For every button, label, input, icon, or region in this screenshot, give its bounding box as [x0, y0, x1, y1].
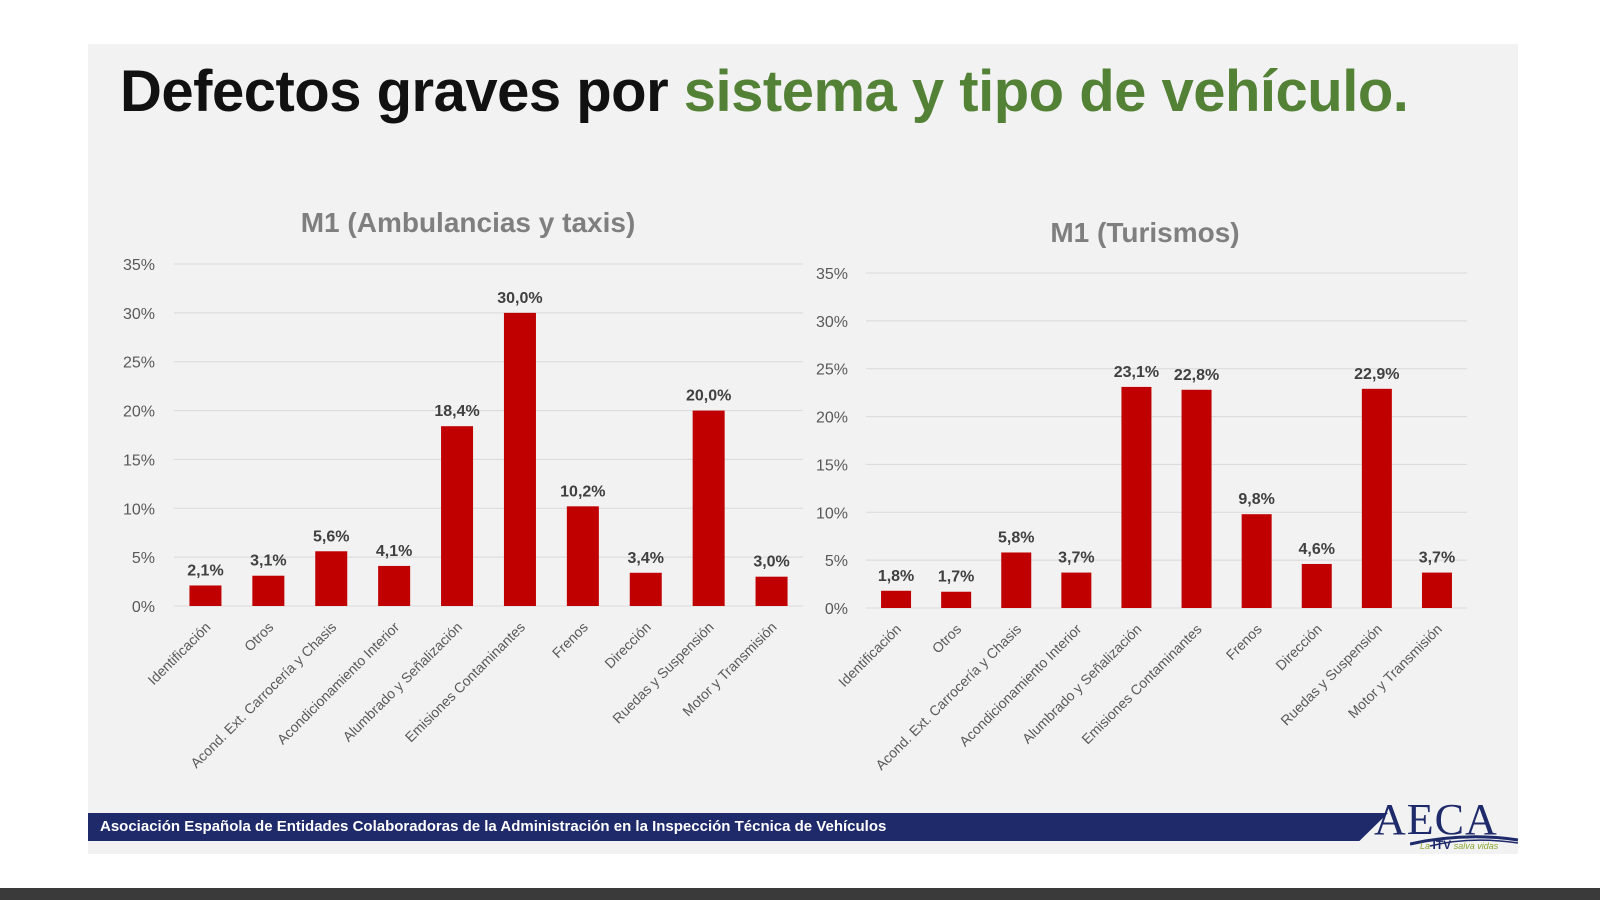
- data-label: 4,6%: [1299, 541, 1335, 558]
- y-tick-label: 5%: [132, 550, 155, 567]
- data-label: 23,1%: [1114, 364, 1159, 381]
- y-tick-label: 20%: [123, 404, 155, 421]
- chart-turismos: M1 (Turismos) 0% 5% 10% 15% 20% 25% 30% 35% 1,8% I…: [816, 217, 1467, 773]
- bar: [315, 551, 348, 606]
- logo-wordmark: AECA: [1374, 795, 1498, 844]
- bar: [1361, 388, 1392, 608]
- chart-ambulancias-taxis: M1 (Ambulancias y taxis) 0% 5% 10% 15% 20% 25%…: [123, 207, 803, 771]
- bar: [503, 312, 536, 606]
- x-tick-label: Frenos: [1223, 621, 1265, 663]
- y-tick-label: 15%: [123, 452, 155, 469]
- bottom-strip: [0, 888, 1600, 900]
- y-tick-label: 0%: [132, 599, 155, 616]
- y-tick-label: 25%: [123, 355, 155, 372]
- x-tick-label: Ruedas y Suspensión: [1277, 621, 1385, 729]
- data-label: 3,1%: [250, 553, 286, 570]
- logo-tagline: La ITV salva vidas: [1420, 838, 1499, 852]
- chart-title: M1 (Turismos): [1050, 217, 1239, 248]
- data-label: 5,8%: [998, 529, 1034, 546]
- bar: [1241, 514, 1272, 608]
- x-tick-label: Dirección: [1272, 621, 1325, 674]
- bar: [441, 426, 474, 606]
- chart-title: M1 (Ambulancias y taxis): [301, 207, 636, 238]
- bar: [1421, 572, 1452, 608]
- data-label: 1,7%: [938, 569, 974, 586]
- y-tick-label: 30%: [123, 306, 155, 323]
- bar: [1001, 552, 1032, 608]
- swoosh-icon: [1410, 835, 1519, 847]
- data-label: 1,8%: [878, 568, 914, 585]
- bar: [378, 565, 411, 606]
- data-label: 3,0%: [753, 554, 789, 571]
- data-label: 22,8%: [1174, 367, 1219, 384]
- bar: [566, 506, 599, 606]
- data-label: 5,6%: [313, 528, 349, 545]
- footer-text: Asociación Española de Entidades Colabor…: [100, 818, 887, 835]
- bar: [252, 575, 285, 606]
- data-label: 30,0%: [497, 290, 542, 307]
- y-tick-label: 20%: [816, 410, 848, 427]
- x-tick-label: Identificación: [835, 621, 904, 690]
- x-tick-label: Otros: [929, 621, 965, 657]
- bar: [629, 572, 662, 606]
- y-tick-label: 35%: [123, 257, 155, 274]
- slide-background: [88, 44, 1518, 854]
- footer-bar: [88, 813, 1388, 841]
- bar: [755, 576, 788, 606]
- data-label: 2,1%: [187, 562, 223, 579]
- bar: [1121, 386, 1152, 608]
- y-tick-label: 35%: [816, 266, 848, 283]
- y-tick-label: 25%: [816, 362, 848, 379]
- bar: [692, 410, 725, 606]
- data-label: 3,4%: [628, 550, 664, 567]
- data-label: 22,9%: [1354, 366, 1399, 383]
- bar: [881, 590, 912, 608]
- y-tick-label: 5%: [825, 553, 848, 570]
- y-tick-label: 10%: [816, 505, 848, 522]
- bar: [1181, 389, 1212, 608]
- data-label: 4,1%: [376, 543, 412, 560]
- bar: [941, 591, 972, 608]
- aeca-logo: AECA La ITV salva vidas: [1370, 798, 1520, 854]
- slide-title: Defectos graves por sistema y tipo de ve…: [120, 58, 1409, 125]
- bar: [1061, 572, 1092, 608]
- data-label: 10,2%: [560, 483, 605, 500]
- data-label: 3,7%: [1058, 550, 1094, 567]
- data-label: 20,0%: [686, 388, 731, 405]
- data-label: 9,8%: [1238, 491, 1274, 508]
- x-tick-label: Alumbrado y Señalización: [1019, 621, 1145, 747]
- data-label: 18,4%: [434, 403, 479, 420]
- title-part-black: Defectos graves por: [120, 59, 684, 124]
- x-tick-label: Acondicionamiento Interior: [956, 621, 1085, 750]
- y-tick-label: 0%: [825, 601, 848, 618]
- bar: [189, 585, 222, 606]
- y-tick-label: 10%: [123, 501, 155, 518]
- data-label: 3,7%: [1419, 550, 1455, 567]
- title-part-green: sistema y tipo de vehículo.: [683, 59, 1409, 124]
- y-tick-label: 15%: [816, 457, 848, 474]
- y-tick-label: 30%: [816, 314, 848, 331]
- bar: [1301, 563, 1332, 608]
- x-tick-label: Emisiones Contaminantes: [1078, 621, 1204, 747]
